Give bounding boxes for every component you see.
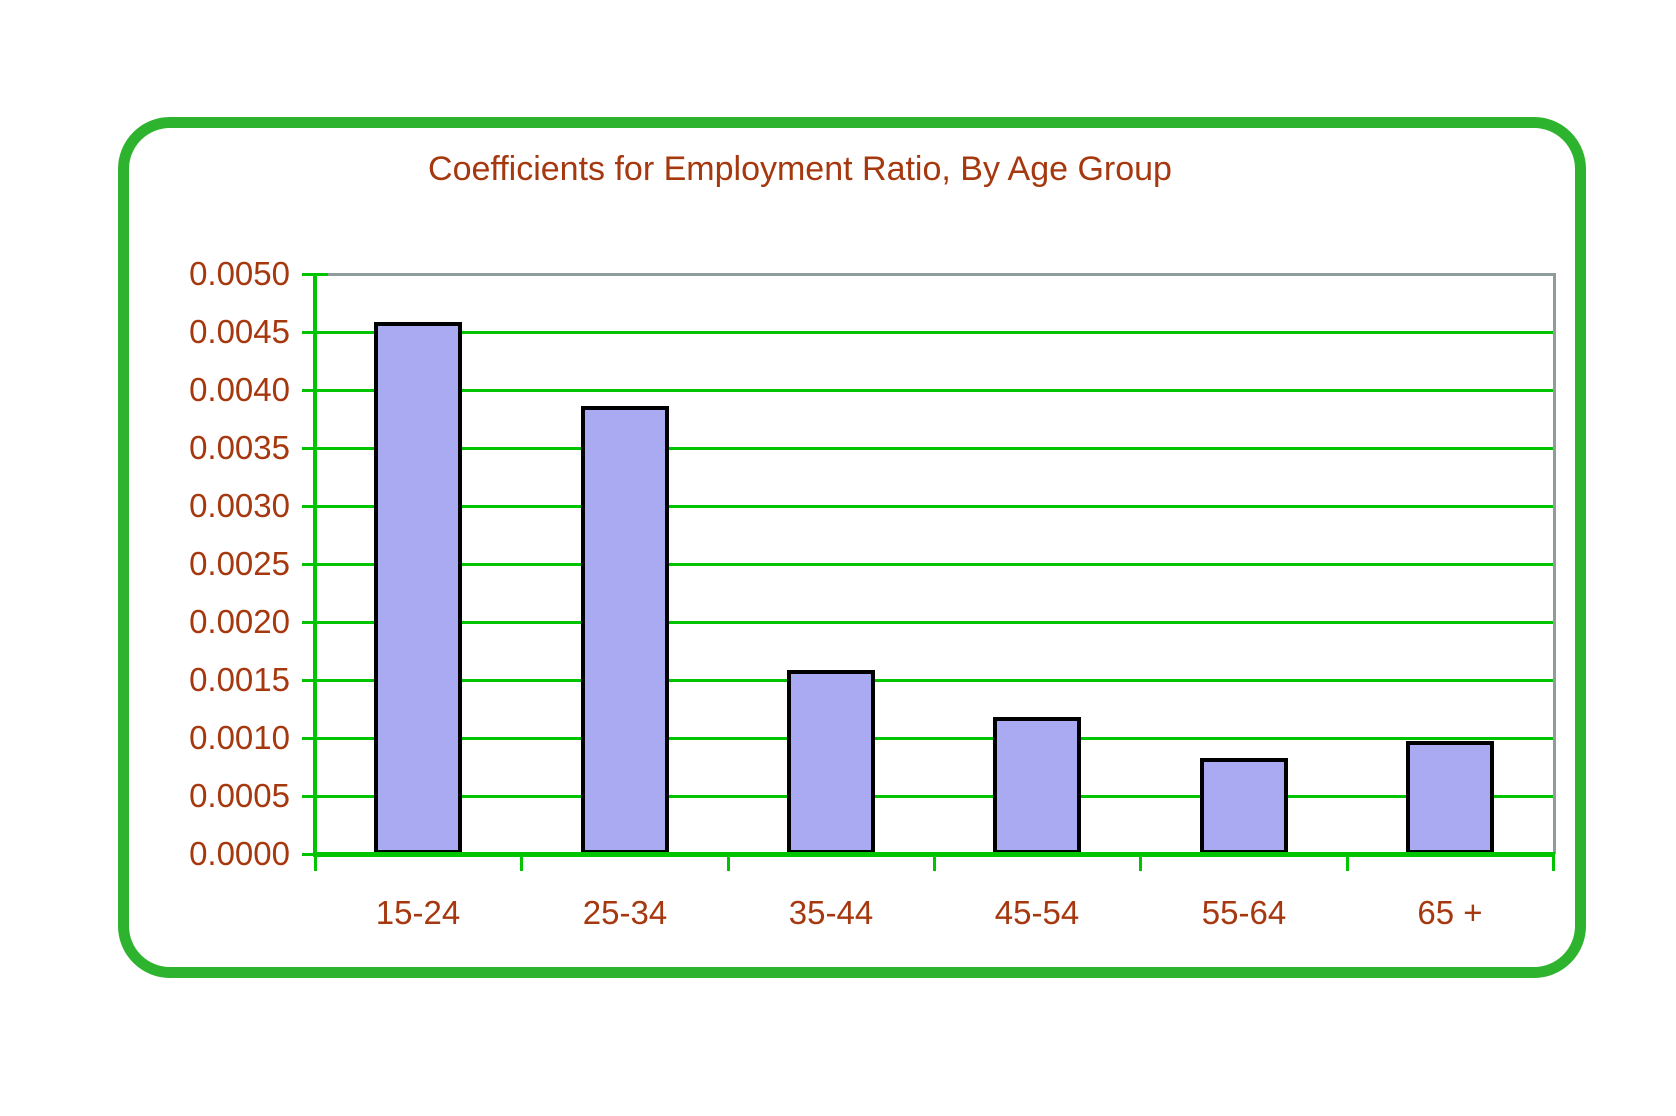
x-axis-tick (933, 854, 936, 871)
chart-border-frame (118, 117, 1586, 978)
y-axis-label: 0.0005 (189, 777, 290, 814)
y-axis-label: 0.0015 (189, 661, 290, 698)
x-axis-tick (314, 854, 317, 871)
y-axis-tick (302, 679, 328, 682)
plot-border-top (315, 273, 1556, 276)
gridline (315, 737, 1553, 740)
bar-25-34 (581, 406, 669, 854)
y-axis-tick (302, 273, 328, 276)
gridline (315, 505, 1553, 508)
gridline (315, 389, 1553, 392)
y-axis-label: 0.0045 (189, 313, 290, 350)
y-axis-tick (302, 737, 328, 740)
x-axis-tick (1346, 854, 1349, 871)
y-axis-tick (302, 795, 328, 798)
y-axis-label: 0.0025 (189, 545, 290, 582)
bar-55-64 (1200, 758, 1288, 854)
x-axis-label: 55-64 (1201, 894, 1287, 931)
y-axis-label: 0.0000 (189, 835, 290, 872)
x-axis-tick (1139, 854, 1142, 871)
y-axis-label: 0.0030 (189, 487, 290, 524)
chart-title: Coefficients for Employment Ratio, By Ag… (428, 150, 1172, 188)
gridline (315, 679, 1553, 682)
gridline (315, 563, 1553, 566)
y-axis-label: 0.0040 (189, 371, 290, 408)
x-axis-label: 65 + (1417, 894, 1483, 931)
y-axis-tick (302, 621, 328, 624)
gridline (315, 331, 1553, 334)
y-axis-label: 0.0050 (189, 255, 290, 292)
gridline (315, 621, 1553, 624)
y-axis-label: 0.0020 (189, 603, 290, 640)
bar-15-24 (374, 322, 462, 854)
x-axis-tick (1552, 854, 1555, 871)
x-axis-label: 35-44 (788, 894, 874, 931)
plot-border-right (1553, 273, 1556, 854)
y-axis-label: 0.0035 (189, 429, 290, 466)
x-axis-tick (727, 854, 730, 871)
y-axis-label: 0.0010 (189, 719, 290, 756)
x-axis-tick (520, 854, 523, 871)
y-axis-tick (302, 563, 328, 566)
x-axis-label: 45-54 (994, 894, 1080, 931)
y-axis-tick (302, 331, 328, 334)
bar-45-54 (993, 717, 1081, 854)
x-axis-label: 25-34 (582, 894, 668, 931)
y-axis-tick (302, 505, 328, 508)
bar-35-44 (787, 670, 875, 854)
gridline (315, 447, 1553, 450)
y-axis-tick (302, 389, 328, 392)
bar-65+ (1406, 741, 1494, 854)
x-axis-label: 15-24 (375, 894, 461, 931)
y-axis-tick (302, 447, 328, 450)
gridline (315, 795, 1553, 798)
